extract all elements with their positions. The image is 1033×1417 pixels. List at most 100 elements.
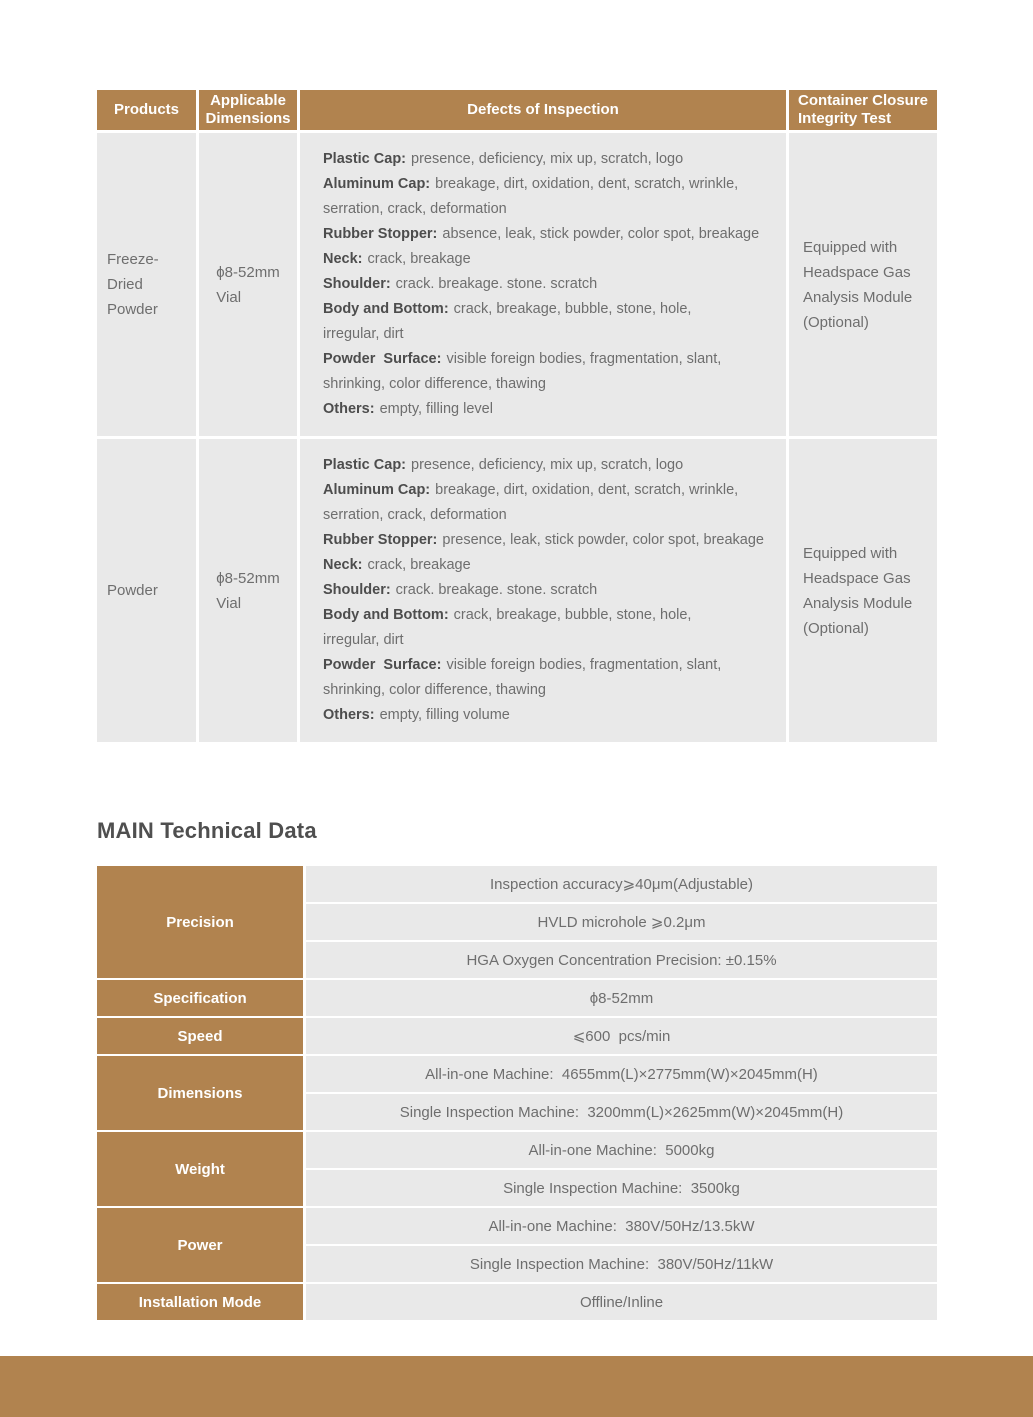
defect-text: empty, filling level — [379, 401, 493, 417]
tech-value: All-in-one Machine: 380V/50Hz/13.5kW — [306, 1208, 937, 1244]
dimensions-text: ϕ8-52mm Vial — [216, 569, 280, 612]
defect-label: Rubber Stopper: — [323, 226, 438, 242]
defect-text: crack, breakage — [367, 557, 471, 573]
defect-line: Neck: crack, breakage — [323, 247, 776, 272]
tech-group-power: Power All-in-one Machine: 380V/50Hz/13.5… — [97, 1208, 937, 1282]
tech-value: HGA Oxygen Concentration Precision: ±0.1… — [306, 942, 937, 978]
defect-text: crack. breakage. stone. scratch — [395, 582, 598, 598]
tech-group-installation-mode: Installation Mode Offline/Inline — [97, 1284, 937, 1320]
technical-data-table: Precision Inspection accuracy⩾40μm(Adjus… — [97, 866, 937, 1320]
defect-text: presence, leak, stick powder, color spot… — [442, 532, 764, 548]
defect-text: crack. breakage. stone. scratch — [395, 276, 598, 292]
tech-value: All-in-one Machine: 4655mm(L)×2775mm(W)×… — [306, 1056, 937, 1092]
header-container-closure-integrity-test: Container Closure Integrity Test — [789, 90, 937, 130]
defect-text: absence, leak, stick powder, color spot,… — [442, 226, 760, 242]
tech-group-speed: Speed ⩽600 pcs/min — [97, 1018, 937, 1054]
defect-line: Others: empty, filling volume — [323, 703, 776, 728]
tech-value: ⩽600 pcs/min — [306, 1018, 937, 1054]
defect-line: Rubber Stopper: presence, leak, stick pow… — [323, 528, 776, 553]
dimensions-text: ϕ8-52mm Vial — [216, 263, 280, 306]
defect-line: Aluminum Cap: breakage, dirt, oxidation, … — [323, 172, 776, 222]
defect-text: breakage, dirt, oxidation, dent, scratch… — [323, 482, 739, 523]
tech-label: Dimensions — [97, 1056, 303, 1130]
tech-value: Single Inspection Machine: 3200mm(L)×262… — [306, 1094, 937, 1130]
header-products: Products — [97, 90, 196, 130]
defect-text: crack, breakage, bubble, stone, hole, ir… — [323, 607, 692, 648]
defect-line: Shoulder: crack. breakage. stone. scratch — [323, 578, 776, 603]
defect-label: Shoulder: — [323, 276, 391, 292]
defect-text: empty, filling volume — [379, 707, 510, 723]
defect-label: Neck: — [323, 251, 363, 267]
ccit-cell: Equipped with Headspace Gas Analysis Mod… — [789, 133, 937, 436]
tech-value: HVLD microhole ⩾0.2μm — [306, 904, 937, 940]
tech-label: Speed — [97, 1018, 303, 1054]
inspection-table: Products Applicable Dimensions Defects o… — [97, 90, 937, 742]
defect-text: breakage, dirt, oxidation, dent, scratch… — [323, 176, 739, 217]
defect-line: Body and Bottom: crack, breakage, bubble,… — [323, 297, 776, 347]
defect-label: Powder Surface: — [323, 351, 442, 367]
tech-values: All-in-one Machine: 5000kg Single Inspec… — [306, 1132, 937, 1206]
defect-line: Neck: crack, breakage — [323, 553, 776, 578]
defect-text: visible foreign bodies, fragmentation, s… — [323, 351, 722, 392]
defect-line: Aluminum Cap: breakage, dirt, oxidation, … — [323, 478, 776, 528]
tech-values: Inspection accuracy⩾40μm(Adjustable) HVL… — [306, 866, 937, 978]
tech-group-precision: Precision Inspection accuracy⩾40μm(Adjus… — [97, 866, 937, 978]
header-defects-of-inspection: Defects of Inspection — [300, 90, 786, 130]
defect-label: Body and Bottom: — [323, 301, 449, 317]
defect-text: crack, breakage, bubble, stone, hole, ir… — [323, 301, 692, 342]
tech-group-specification: Specification ϕ8-52mm — [97, 980, 937, 1016]
tech-value: ϕ8-52mm — [306, 980, 937, 1016]
defect-label: Aluminum Cap: — [323, 176, 431, 192]
defects-cell: Plastic Cap: presence, deficiency, mix up… — [300, 133, 786, 436]
tech-group-weight: Weight All-in-one Machine: 5000kg Single… — [97, 1132, 937, 1206]
defect-label: Shoulder: — [323, 582, 391, 598]
tech-label: Weight — [97, 1132, 303, 1206]
ccit-cell: Equipped with Headspace Gas Analysis Mod… — [789, 439, 937, 742]
defect-label: Plastic Cap: — [323, 151, 406, 167]
defect-label: Others: — [323, 707, 375, 723]
defect-text: crack, breakage — [367, 251, 471, 267]
header-applicable-dimensions: Applicable Dimensions — [199, 90, 297, 130]
tech-value: All-in-one Machine: 5000kg — [306, 1132, 937, 1168]
footer-accent-bar — [0, 1356, 1033, 1417]
defect-line: Rubber Stopper: absence, leak, stick powd… — [323, 222, 776, 247]
tech-values: ϕ8-52mm — [306, 980, 937, 1016]
defect-label: Others: — [323, 401, 375, 417]
product-name-cell: Freeze-Dried Powder — [97, 133, 196, 436]
tech-value: Single Inspection Machine: 3500kg — [306, 1170, 937, 1206]
defect-label: Body and Bottom: — [323, 607, 449, 623]
tech-label: Power — [97, 1208, 303, 1282]
defect-line: Plastic Cap: presence, deficiency, mix up… — [323, 147, 776, 172]
defect-line: Body and Bottom: crack, breakage, bubble,… — [323, 603, 776, 653]
defect-label: Powder Surface: — [323, 657, 442, 673]
tech-group-dimensions: Dimensions All-in-one Machine: 4655mm(L)… — [97, 1056, 937, 1130]
defects-cell: Plastic Cap: presence, deficiency, mix up… — [300, 439, 786, 742]
defect-label: Rubber Stopper: — [323, 532, 438, 548]
defect-label: Plastic Cap: — [323, 457, 406, 473]
tech-value: Single Inspection Machine: 380V/50Hz/11k… — [306, 1246, 937, 1282]
tech-label: Installation Mode — [97, 1284, 303, 1320]
defect-line: Powder Surface: visible foreign bodies, f… — [323, 653, 776, 703]
defect-line: Others: empty, filling level — [323, 397, 776, 422]
tech-values: All-in-one Machine: 380V/50Hz/13.5kW Sin… — [306, 1208, 937, 1282]
dimensions-cell: ϕ8-52mm Vial — [199, 439, 297, 742]
tech-value: Inspection accuracy⩾40μm(Adjustable) — [306, 866, 937, 902]
tech-values: Offline/Inline — [306, 1284, 937, 1320]
tech-label: Specification — [97, 980, 303, 1016]
defect-line: Shoulder: crack. breakage. stone. scratch — [323, 272, 776, 297]
section-title: MAIN Technical Data — [97, 818, 317, 843]
product-name-cell: Powder — [97, 439, 196, 742]
defect-label: Aluminum Cap: — [323, 482, 431, 498]
defect-label: Neck: — [323, 557, 363, 573]
defect-line: Powder Surface: visible foreign bodies, f… — [323, 347, 776, 397]
dimensions-cell: ϕ8-52mm Vial — [199, 133, 297, 436]
defect-text: presence, deficiency, mix up, scratch, l… — [411, 457, 684, 473]
tech-values: All-in-one Machine: 4655mm(L)×2775mm(W)×… — [306, 1056, 937, 1130]
tech-value: Offline/Inline — [306, 1284, 937, 1320]
defect-text: presence, deficiency, mix up, scratch, l… — [411, 151, 684, 167]
defect-text: visible foreign bodies, fragmentation, s… — [323, 657, 722, 698]
defect-line: Plastic Cap: presence, deficiency, mix up… — [323, 453, 776, 478]
tech-values: ⩽600 pcs/min — [306, 1018, 937, 1054]
tech-label: Precision — [97, 866, 303, 978]
